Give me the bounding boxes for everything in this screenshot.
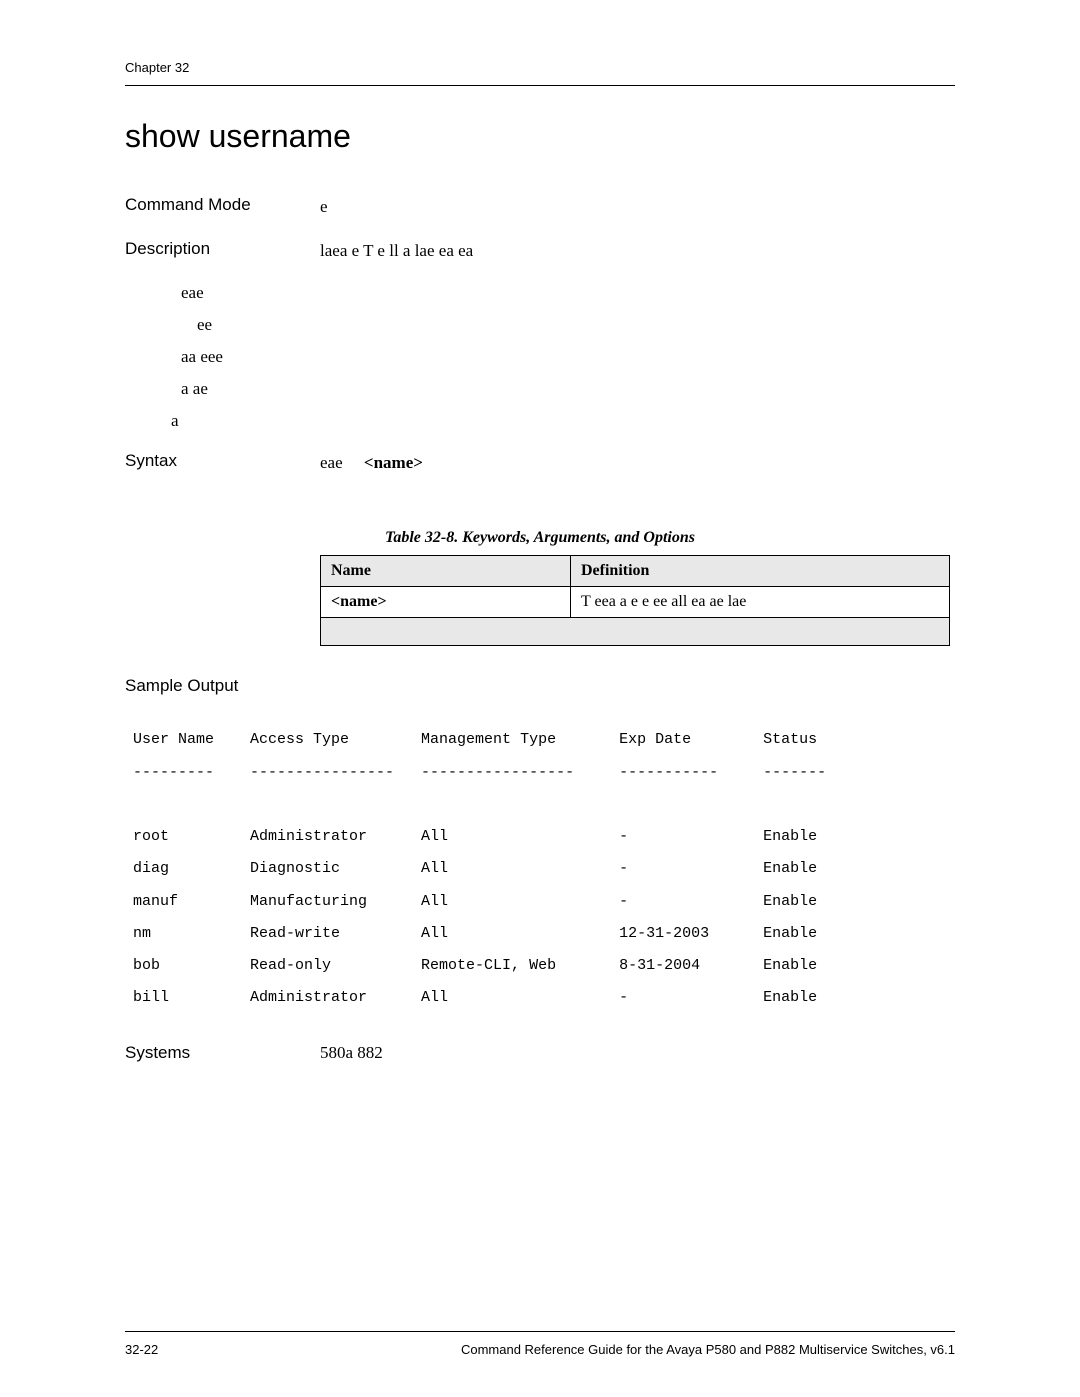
command-mode-row: Command Mode e [125, 195, 955, 219]
footer-text: Command Reference Guide for the Avaya P5… [461, 1342, 955, 1357]
table-header-definition: Definition [571, 556, 950, 587]
syntax-param: <name> [364, 453, 423, 472]
sample-output-label: Sample Output [125, 676, 955, 696]
syntax-label: Syntax [125, 451, 320, 475]
footer-divider [125, 1331, 955, 1332]
table-header-name: Name [321, 556, 571, 587]
page-footer: 32-22 Command Reference Guide for the Av… [125, 1331, 955, 1357]
keywords-table: Name Definition <name> T eea a e e ee al… [320, 555, 950, 646]
table-empty-row [321, 618, 950, 646]
systems-row: Systems 580a 882 [125, 1043, 955, 1063]
systems-label: Systems [125, 1043, 320, 1063]
table-header-row: Name Definition [321, 556, 950, 587]
footer-page-number: 32-22 [125, 1342, 158, 1357]
description-row: Description laea e T e ll a lae ea ea [125, 239, 955, 263]
description-item: aa eee [125, 347, 955, 367]
command-mode-label: Command Mode [125, 195, 320, 219]
page-title: show username [125, 118, 955, 155]
description-item: a [125, 411, 955, 431]
table-cell-definition: T eea a e e ee all ea ae lae [571, 587, 950, 618]
systems-value: 580a 882 [320, 1043, 383, 1063]
description-item: ee [125, 315, 955, 335]
table-cell-name: <name> [321, 587, 571, 618]
description-label: Description [125, 239, 320, 263]
syntax-content: eae <name> [320, 451, 423, 475]
syntax-prefix: eae [320, 453, 343, 472]
sample-output-block: User Name Access Type Management Type Ex… [133, 724, 955, 1014]
table-caption: Table 32-8. Keywords, Arguments, and Opt… [125, 529, 955, 547]
description-item: a ae [125, 379, 955, 399]
description-intro: laea e T e ll a lae ea ea [320, 239, 473, 263]
table-empty-cell [321, 618, 950, 646]
syntax-row: Syntax eae <name> [125, 451, 955, 475]
chapter-header: Chapter 32 [125, 60, 955, 75]
command-mode-value: e [320, 195, 328, 219]
table-row: <name> T eea a e e ee all ea ae lae [321, 587, 950, 618]
header-divider [125, 85, 955, 86]
description-item: eae [125, 283, 955, 303]
description-list: eae ee aa eee a ae a [125, 283, 955, 431]
